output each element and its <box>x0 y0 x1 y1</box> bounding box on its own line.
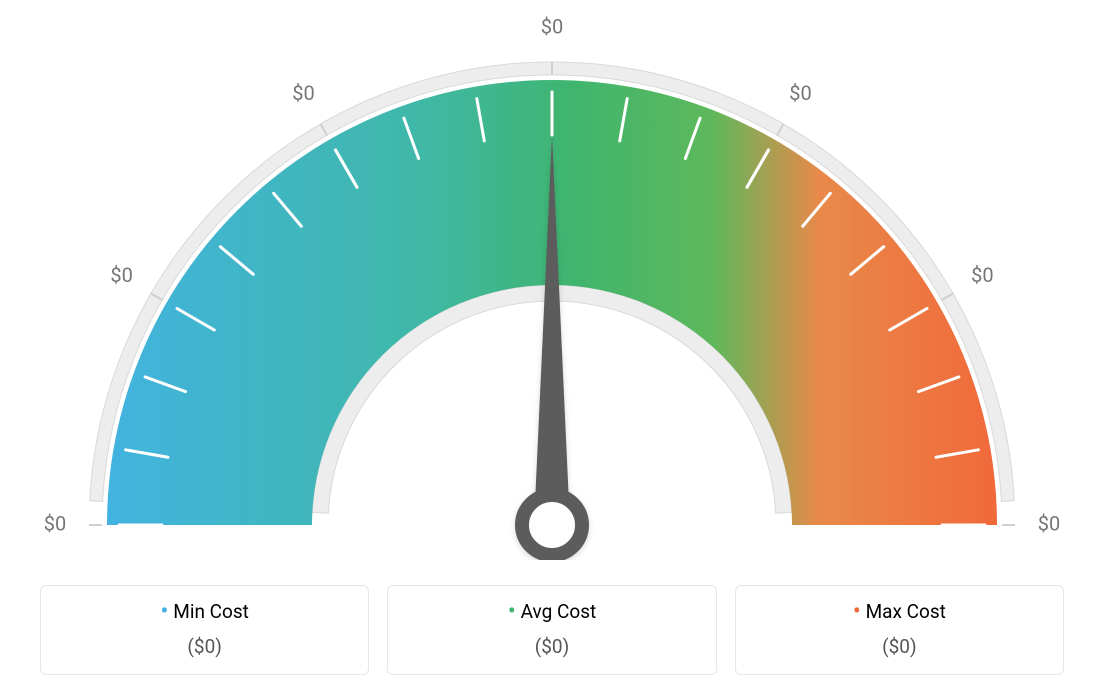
legend-card-min: • Min Cost ($0) <box>40 585 369 675</box>
gauge-chart: $0 $0 $0 $0 $0 $0 $0 <box>0 0 1104 560</box>
legend-value-avg: ($0) <box>398 635 705 658</box>
legend-value-min: ($0) <box>51 635 358 658</box>
dot-icon: • <box>160 597 168 625</box>
legend-title-avg: • Avg Cost <box>398 600 705 623</box>
legend-label-min: Min Cost <box>173 600 249 623</box>
svg-text:$0: $0 <box>541 14 563 38</box>
svg-text:$0: $0 <box>110 263 132 287</box>
dot-icon: • <box>853 597 861 625</box>
svg-text:$0: $0 <box>789 81 811 105</box>
dot-icon: • <box>508 597 516 625</box>
legend-card-max: • Max Cost ($0) <box>735 585 1064 675</box>
gauge-svg: $0 $0 $0 $0 $0 $0 $0 <box>0 0 1104 560</box>
legend-title-min: • Min Cost <box>51 600 358 623</box>
svg-text:$0: $0 <box>44 511 66 535</box>
legend-label-max: Max Cost <box>866 600 946 623</box>
legend-value-max: ($0) <box>746 635 1053 658</box>
legend-label-avg: Avg Cost <box>521 600 597 623</box>
svg-text:$0: $0 <box>292 81 314 105</box>
legend-row: • Min Cost ($0) • Avg Cost ($0) • Max Co… <box>40 585 1064 675</box>
legend-card-avg: • Avg Cost ($0) <box>387 585 716 675</box>
svg-text:$0: $0 <box>1038 511 1060 535</box>
svg-text:$0: $0 <box>971 263 993 287</box>
chart-container: $0 $0 $0 $0 $0 $0 $0 • Min Cost ($0) • Avg Cos… <box>0 0 1104 690</box>
legend-title-max: • Max Cost <box>746 600 1053 623</box>
